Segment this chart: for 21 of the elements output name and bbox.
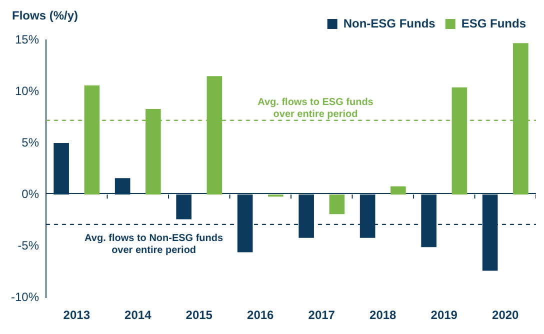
x-tick-label: 2015 bbox=[186, 308, 213, 322]
x-tick-label: 2013 bbox=[63, 308, 90, 322]
y-tick-label: -5% bbox=[18, 238, 40, 252]
ref-line-label: Avg. flows to Non-ESG funds over entire period bbox=[84, 233, 224, 256]
y-tick-label: 10% bbox=[14, 84, 40, 98]
legend-label: Non-ESG Funds bbox=[343, 16, 436, 30]
x-tick-label: 2017 bbox=[308, 308, 336, 322]
x-tick-label: 2019 bbox=[430, 308, 458, 322]
y-tick-label: 0% bbox=[22, 186, 40, 201]
y-tick-label: 15% bbox=[14, 32, 40, 46]
y-tick-label: -10% bbox=[11, 290, 40, 304]
bar bbox=[329, 194, 345, 214]
x-tick-label: 2014 bbox=[124, 308, 152, 322]
x-tick-label: 2018 bbox=[370, 308, 397, 322]
legend-label: ESG Funds bbox=[461, 16, 526, 30]
x-tick-label: 2016 bbox=[247, 308, 274, 322]
y-axis-title: Flows (%/y) bbox=[12, 8, 78, 22]
bar bbox=[390, 186, 406, 195]
y-tick-label: 5% bbox=[22, 135, 40, 150]
ref-line-label: Avg. flows to ESG funds over entire period bbox=[258, 97, 374, 120]
x-tick-label: 2020 bbox=[492, 308, 520, 322]
